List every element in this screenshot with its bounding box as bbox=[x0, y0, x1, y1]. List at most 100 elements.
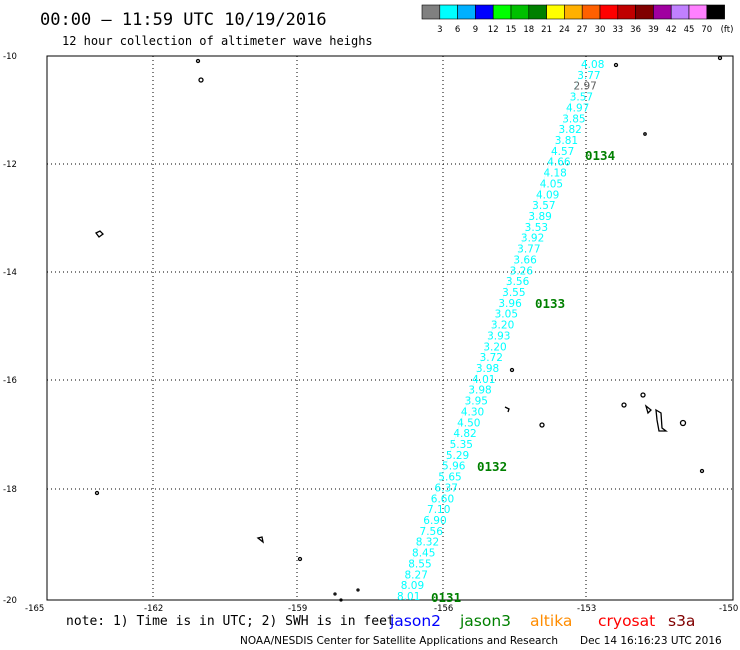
swh-value-label: 3.96 bbox=[498, 298, 522, 310]
swh-value-label: 7.10 bbox=[427, 504, 450, 516]
swh-value-label: 6.90 bbox=[423, 515, 446, 527]
track-path bbox=[399, 59, 586, 599]
axis-ticks: -165 -162 -159 -156 -153 -150 -10 -12 -14 -16 -18 -… bbox=[3, 52, 738, 614]
swh-value-label: 8.01 bbox=[397, 591, 420, 603]
pass-time-label: 0133 bbox=[535, 296, 565, 311]
plot-frame bbox=[46, 55, 734, 601]
x-tick-label: -153 bbox=[577, 604, 596, 614]
swh-value-label: 3.98 bbox=[476, 363, 499, 375]
swh-value-label: 3.72 bbox=[480, 352, 503, 364]
colorbar-label: 45 bbox=[684, 25, 695, 35]
colorbar-swatch bbox=[581, 4, 601, 20]
colorbar-label: 12 bbox=[488, 25, 499, 35]
swh-value-label: 4.08 bbox=[581, 59, 604, 71]
swh-value-label: 8.55 bbox=[408, 558, 431, 570]
island bbox=[95, 230, 104, 238]
satellite-jason3: jason3 bbox=[459, 612, 511, 630]
colorbar-swatch bbox=[492, 4, 512, 20]
satellite-s3a: s3a bbox=[668, 612, 695, 630]
swh-value-label: 5.65 bbox=[438, 472, 461, 484]
colorbar-label: 21 bbox=[541, 25, 552, 35]
colorbar-swatch bbox=[564, 4, 583, 20]
colorbar-swatch bbox=[546, 4, 565, 20]
colorbar-swatch bbox=[635, 4, 654, 20]
colorbar-label: 9 bbox=[473, 25, 478, 35]
colorbar-label: 70 bbox=[701, 25, 712, 35]
swh-value-label: 3.85 bbox=[562, 113, 585, 125]
pass-time-label: 0131 bbox=[431, 590, 461, 605]
islands bbox=[94, 55, 723, 602]
swh-value-label: 3.81 bbox=[555, 135, 578, 147]
island bbox=[640, 392, 646, 398]
x-tick-label: -159 bbox=[288, 604, 307, 614]
island bbox=[699, 468, 705, 474]
colorbar-swatch bbox=[457, 4, 476, 20]
colorbar-swatch bbox=[688, 4, 708, 20]
swh-value-label: 3.05 bbox=[495, 309, 518, 321]
island bbox=[539, 422, 545, 428]
swh-value-label: 4.57 bbox=[551, 146, 574, 158]
map-title: 00:00 — 11:59 UTC 10/19/2016 bbox=[40, 10, 327, 30]
x-tick-label: -150 bbox=[719, 604, 738, 614]
swh-value-label: 4.05 bbox=[540, 178, 563, 190]
colorbar-label: 27 bbox=[577, 25, 588, 35]
colorbar-swatch bbox=[617, 4, 636, 20]
satellite-jason2: jason2 bbox=[389, 612, 441, 630]
grid-lines bbox=[47, 56, 733, 600]
swh-value-label: 3.77 bbox=[517, 244, 540, 256]
colorbar-swatch bbox=[670, 4, 690, 20]
map-subtitle: 12 hour collection of altimeter wave hei… bbox=[62, 34, 373, 48]
y-tick-label: -16 bbox=[3, 376, 17, 386]
island bbox=[198, 77, 204, 83]
swh-value-label: 4.82 bbox=[453, 428, 476, 440]
swh-value-label: 8.45 bbox=[412, 548, 435, 560]
swh-value-label: 3.57 bbox=[532, 200, 555, 212]
colorbar-unit: (ft) bbox=[721, 25, 734, 35]
y-tick-label: -20 bbox=[3, 596, 17, 606]
island bbox=[643, 132, 647, 136]
swh-value-label: 5.96 bbox=[442, 461, 466, 473]
x-tick-label: -162 bbox=[144, 604, 163, 614]
satellite-legend: jason2 jason3 altika cryosat s3a bbox=[389, 612, 695, 630]
y-tick-label: -10 bbox=[3, 52, 17, 62]
swh-value-label: 3.53 bbox=[525, 222, 548, 234]
colorbar-swatch bbox=[421, 4, 441, 20]
island bbox=[504, 406, 510, 413]
island bbox=[195, 58, 201, 64]
island bbox=[256, 536, 264, 544]
swh-value-label: 4.09 bbox=[536, 189, 559, 201]
colorbar-label: 42 bbox=[666, 25, 677, 35]
colorbar-swatch bbox=[706, 4, 725, 20]
swh-value-label: 3.89 bbox=[528, 211, 551, 223]
swh-value-label: 3.82 bbox=[558, 124, 581, 136]
colorbar-label: 24 bbox=[559, 25, 570, 35]
satellite-track-labels: 4.083.772.973.574.973.853.823.814.574.66… bbox=[397, 59, 604, 603]
swh-value-label: 3.92 bbox=[521, 233, 544, 245]
swh-value-label: 3.95 bbox=[465, 396, 488, 408]
colorbar-swatch bbox=[510, 4, 530, 20]
colorbar-label: 15 bbox=[506, 25, 517, 35]
swh-value-label: 8.32 bbox=[416, 537, 439, 549]
colorbar-swatch bbox=[439, 4, 458, 20]
island bbox=[333, 592, 337, 596]
swh-value-label: 3.55 bbox=[502, 287, 525, 299]
swh-value-label: 4.66 bbox=[547, 157, 571, 169]
colorbar-swatch bbox=[599, 4, 619, 20]
pass-time-label: 0134 bbox=[585, 148, 615, 163]
credit-line: NOAA/NESDIS Center for Satellite Applica… bbox=[240, 635, 558, 647]
swh-value-label: 4.30 bbox=[461, 406, 484, 418]
x-tick-label: -165 bbox=[25, 604, 44, 614]
pass-time-labels: 0134 0133 0132 0131 bbox=[431, 148, 615, 605]
colorbar-label: 36 bbox=[630, 25, 641, 35]
colorbar-swatch bbox=[528, 4, 547, 20]
swh-value-label: 3.20 bbox=[483, 341, 506, 353]
swh-value-label: 5.35 bbox=[450, 439, 473, 451]
swh-value-label: 5.29 bbox=[446, 450, 469, 462]
y-tick-label: -12 bbox=[3, 160, 17, 170]
island bbox=[679, 419, 687, 427]
swh-value-label: 4.01 bbox=[472, 374, 495, 386]
swh-value-label: 3.98 bbox=[468, 385, 491, 397]
colorbar-label: 33 bbox=[612, 25, 623, 35]
colorbar-swatch bbox=[653, 4, 672, 20]
island bbox=[94, 490, 100, 496]
